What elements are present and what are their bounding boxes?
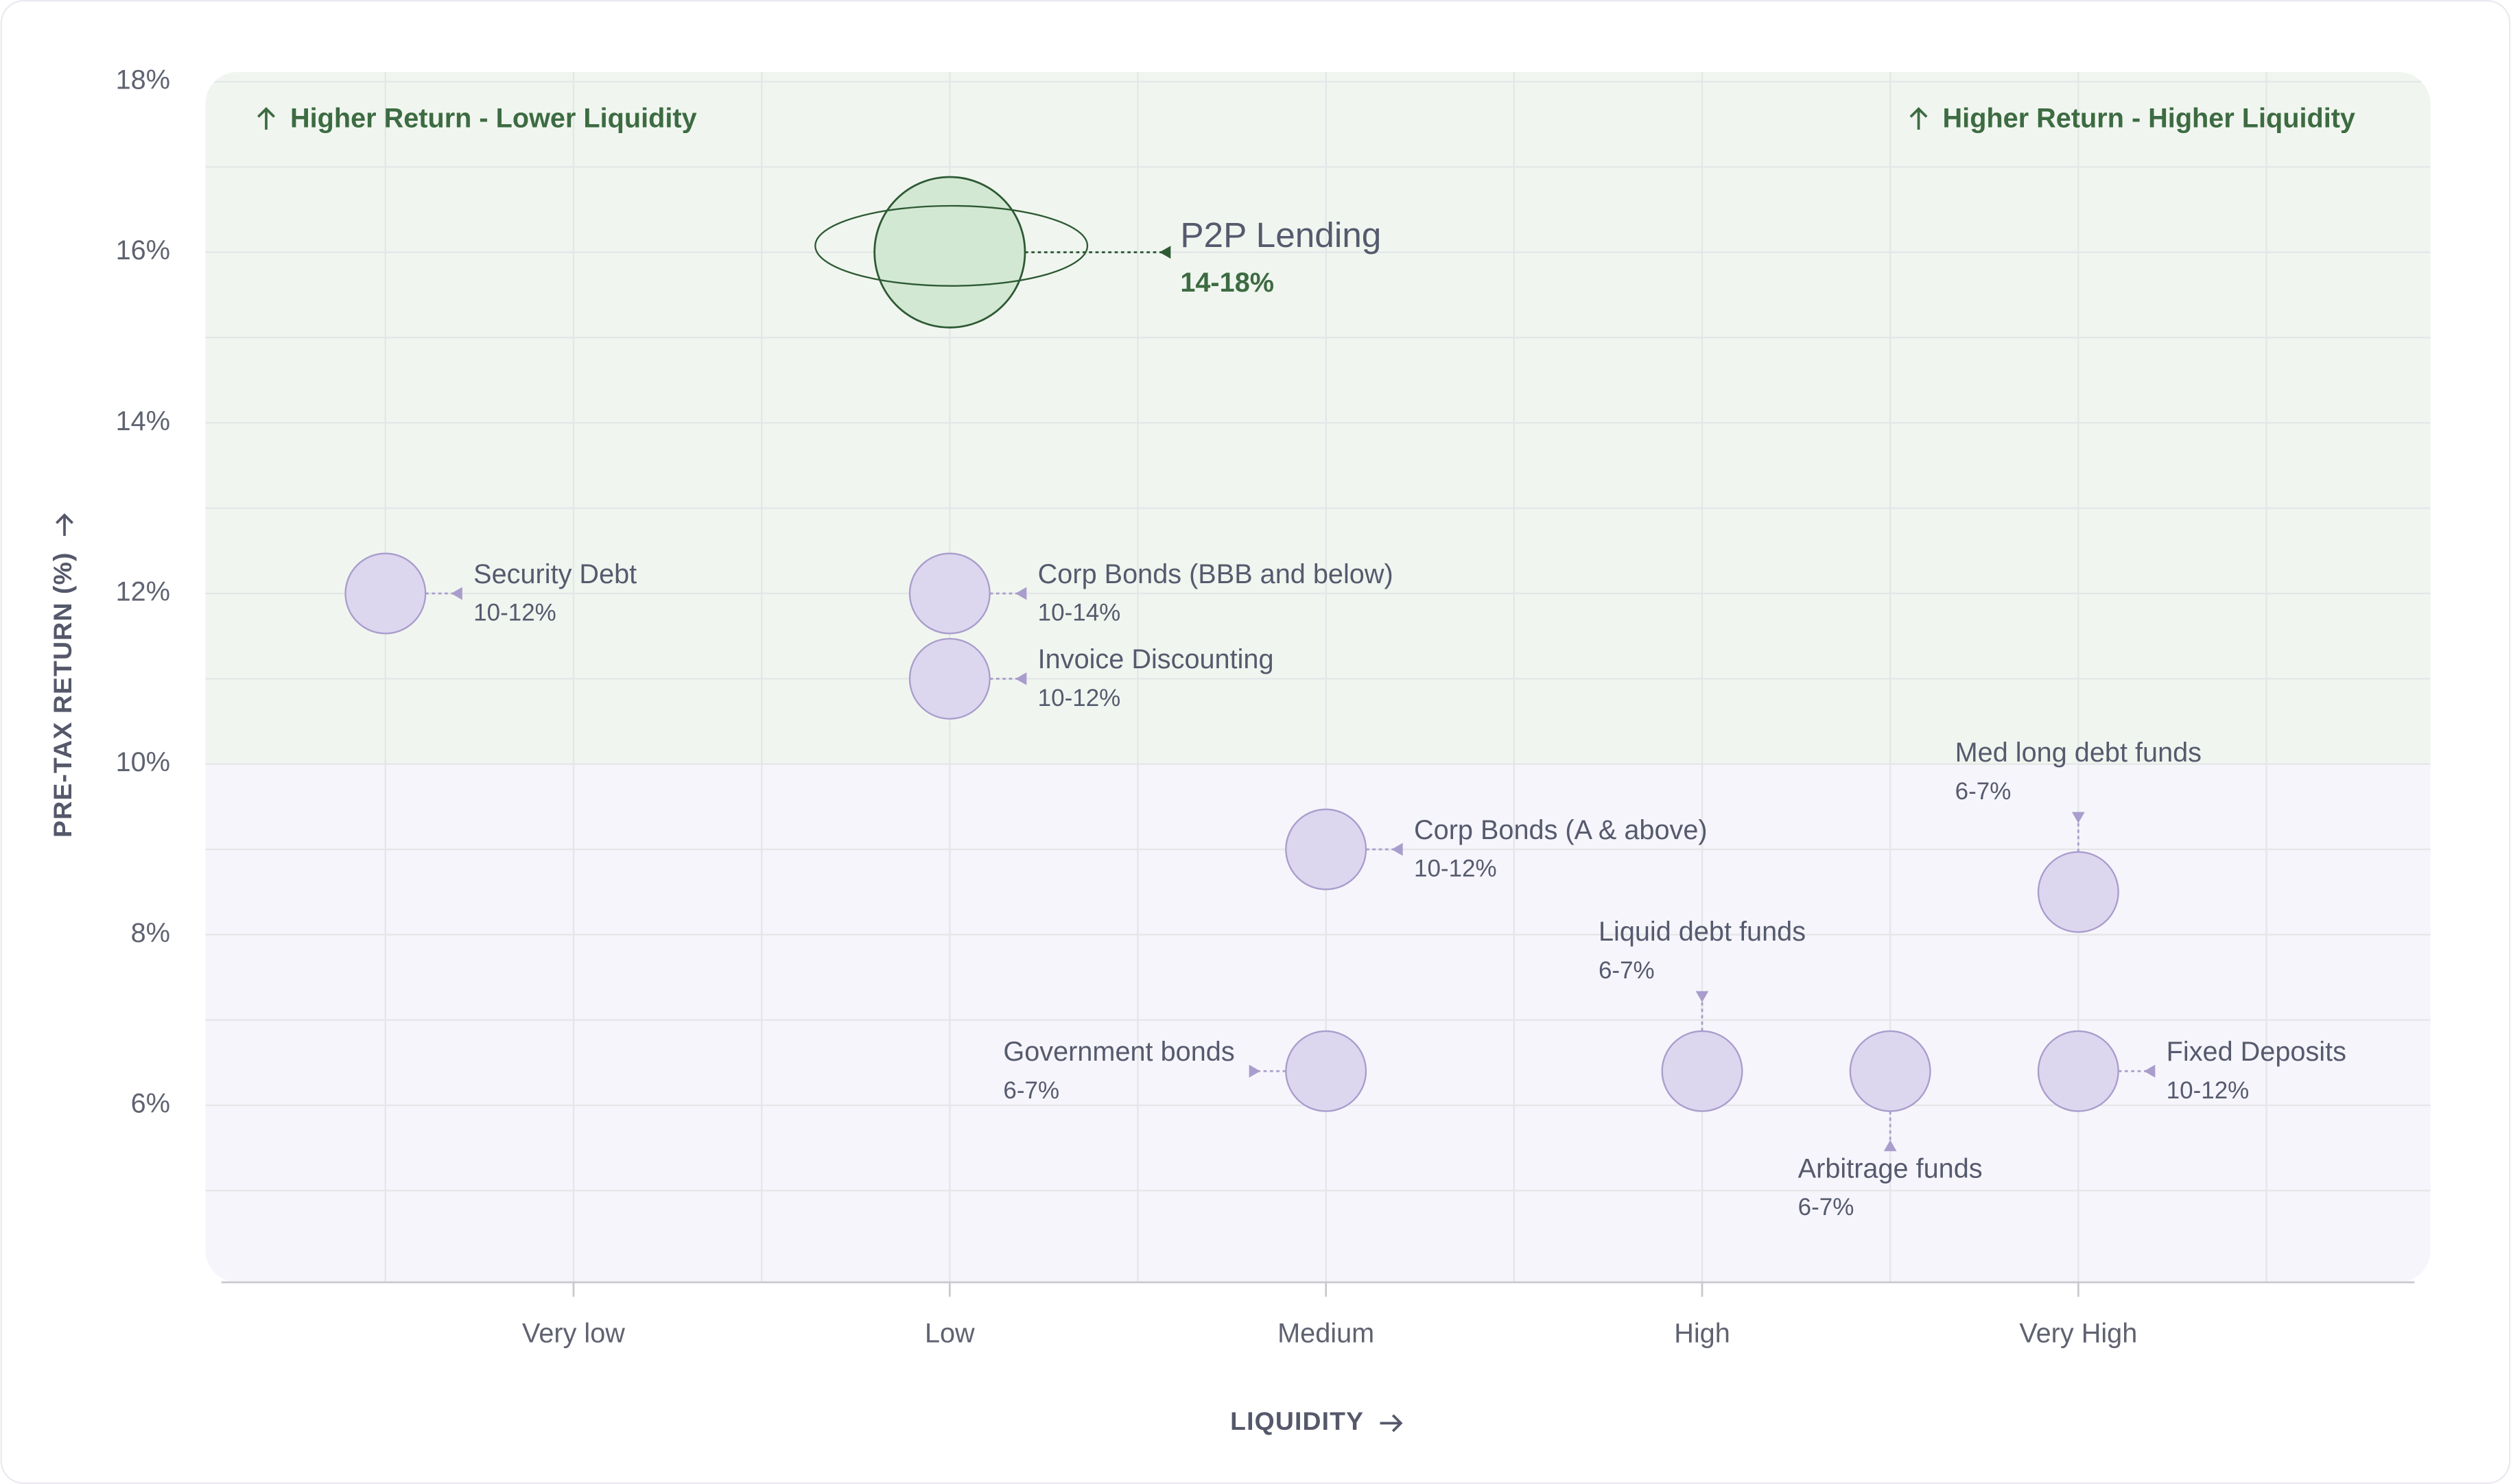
y-tick-label: 12% xyxy=(116,576,170,606)
y-tick-label: 10% xyxy=(116,747,170,777)
x-tick-label: Low xyxy=(925,1318,975,1348)
bubble-label: Corp Bonds (BBB and below) xyxy=(1038,559,1393,589)
connector-arrow xyxy=(2144,1064,2156,1078)
bubble-label: Arbitrage funds xyxy=(1798,1153,1983,1183)
connector-arrow xyxy=(1015,672,1027,685)
bubble-range: 10-14% xyxy=(1038,600,1121,626)
bubble-label: P2P Lending xyxy=(1180,215,1381,255)
bubble-range: 10-12% xyxy=(473,600,556,626)
bubble xyxy=(908,637,991,720)
bubble-label: Liquid debt funds xyxy=(1599,917,1806,947)
x-axis-title: LIQUIDITY xyxy=(1230,1406,1364,1435)
bubble xyxy=(1849,1030,1931,1112)
bubble-range: 14-18% xyxy=(1180,268,1274,298)
bubble xyxy=(1285,1030,1367,1112)
y-tick-label: 18% xyxy=(116,64,170,95)
connector-arrow xyxy=(1159,246,1171,259)
bubble-range: 6-7% xyxy=(1599,957,1655,984)
bubble xyxy=(1661,1030,1743,1112)
x-tick-label: High xyxy=(1674,1318,1730,1348)
bubble xyxy=(1285,808,1367,891)
connector-arrow xyxy=(2072,812,2085,823)
connector-arrow xyxy=(1695,991,1709,1002)
bubble-range: 6-7% xyxy=(1955,778,2012,805)
bubble-range: 10-12% xyxy=(1038,685,1121,711)
bubble-label: Government bonds xyxy=(1003,1037,1234,1067)
bubble-ring xyxy=(814,204,1089,287)
bubble-range: 6-7% xyxy=(1003,1077,1059,1104)
y-tick-label: 8% xyxy=(131,918,170,948)
bubble xyxy=(2037,1030,2119,1112)
connector-arrow xyxy=(1249,1064,1260,1078)
bubble xyxy=(344,552,427,635)
plot-area xyxy=(205,72,2431,1283)
bubble xyxy=(873,176,1026,329)
annotation: Higher Return - Lower Liquidity xyxy=(290,103,697,133)
y-tick-label: 6% xyxy=(131,1088,170,1118)
bubble-label: Security Debt xyxy=(473,559,637,589)
bubble-label: Fixed Deposits xyxy=(2167,1037,2346,1067)
y-axis-arrow xyxy=(56,513,73,537)
y-tick-label: 16% xyxy=(116,235,170,266)
y-axis-title-group: PRE-TAX RETURN (%) xyxy=(48,513,77,838)
connector-arrow xyxy=(1015,587,1027,600)
x-axis-arrow xyxy=(1380,1414,1403,1433)
x-tick-label: Very low xyxy=(522,1318,625,1348)
bubble-range: 6-7% xyxy=(1798,1194,1854,1221)
y-axis-title: PRE-TAX RETURN (%) xyxy=(48,552,77,837)
connector-arrow xyxy=(1391,843,1403,856)
high-zone xyxy=(205,72,2431,764)
bubble-label: Corp Bonds (A & above) xyxy=(1414,815,1708,845)
connector-arrow xyxy=(451,587,462,600)
bubble xyxy=(2037,851,2119,933)
x-tick-label: Very High xyxy=(2019,1318,2137,1348)
connector-arrow xyxy=(1883,1140,1897,1151)
bubble-range: 10-12% xyxy=(1414,856,1497,882)
annotation: Higher Return - Higher Liquidity xyxy=(1943,103,2355,133)
annotation-arrow xyxy=(1909,107,1928,130)
bubble-range: 10-12% xyxy=(2167,1077,2250,1104)
bubble-label: Med long debt funds xyxy=(1955,738,2202,768)
y-tick-label: 14% xyxy=(116,406,170,436)
bubble-label: Invoice Discounting xyxy=(1038,644,1274,674)
annotation-arrow xyxy=(257,107,275,130)
bubble xyxy=(908,552,991,635)
x-tick-label: Medium xyxy=(1277,1318,1374,1348)
